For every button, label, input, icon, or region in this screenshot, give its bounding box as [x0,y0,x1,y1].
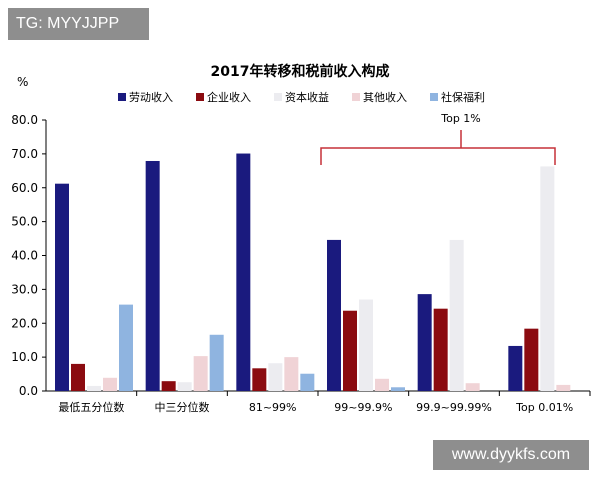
bar [71,363,85,391]
bar [359,299,373,391]
legend-label: 其他收入 [363,90,407,104]
bar [433,308,448,391]
y-tick-label: 30.0 [11,282,38,296]
bar [209,334,224,391]
bar [508,345,523,391]
y-tick-label: 50.0 [11,215,38,229]
legend-swatch [274,93,282,101]
top-1-label: Top 1% [440,112,481,125]
bar [391,387,405,391]
plot-area: 0.0 10.0 20.0 30.0 40.0 50.0 60.0 70.0 80.0 最低五分位… [11,112,591,414]
bar [300,373,315,391]
legend-swatch [118,93,126,101]
bar [540,166,555,391]
legend-label: 劳动收入 [129,90,173,104]
bar [193,356,208,391]
bar [119,304,133,391]
legend-swatch [430,93,438,101]
bar [252,368,267,391]
x-tick-label: 中三分位数 [155,400,210,414]
bar [236,153,251,391]
y-tick-label: 80.0 [11,113,38,127]
y-axis-unit: % [17,75,28,89]
bar [524,328,539,391]
legend: 劳动收入 企业收入 资本收益 其他收入 社保福利 [118,90,485,104]
bar [145,160,160,391]
bar [268,363,283,391]
y-tick-label: 70.0 [11,147,38,161]
bar [161,381,176,391]
legend-label: 资本收益 [285,90,329,104]
bar [327,239,341,391]
bar [284,357,299,391]
bar [87,385,101,391]
legend-label: 社保福利 [441,90,485,104]
corner-tag: TG: MYYJJPP [8,8,149,40]
legend-swatch [196,93,204,101]
watermark: www.dyykfs.com [433,440,589,470]
y-tick-label: 0.0 [19,384,38,398]
legend-label: 企业收入 [207,90,251,104]
y-tick-label: 40.0 [11,249,38,263]
y-tick-label: 10.0 [11,350,38,364]
bar [177,382,192,391]
x-tick-label: Top 0.01% [515,401,573,414]
x-tick-label: 最低五分位数 [58,400,124,414]
top-1-bracket [320,147,556,165]
bar [449,239,464,391]
bar [55,183,69,391]
chart-title: 2017年转移和税前收入构成 [211,63,390,80]
bar [465,383,480,391]
legend-swatch [352,93,360,101]
x-tick-label: 99.9~99.99% [416,401,492,414]
y-tick-label: 20.0 [11,316,38,330]
x-tick-label: 81~99% [249,401,297,414]
bar [375,378,389,391]
bar [103,377,117,391]
y-tick-label: 60.0 [11,181,38,195]
bar [343,310,357,391]
bar [556,384,571,391]
x-tick-label: 99~99.9% [334,401,392,414]
bar [417,294,432,391]
